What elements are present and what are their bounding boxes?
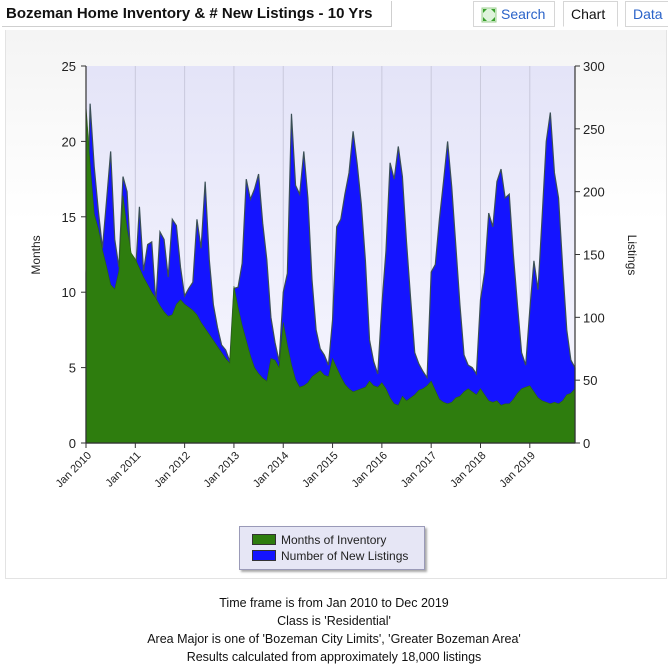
footer-area: Area Major is one of 'Bozeman City Limit… xyxy=(147,632,521,646)
legend-label-inventory: Months of Inventory xyxy=(281,533,387,547)
y-tick-label-left: 10 xyxy=(62,285,76,300)
x-tick-label: Jan 2011 xyxy=(104,450,144,490)
legend-swatch-listings xyxy=(252,550,276,562)
legend-label-listings: Number of New Listings xyxy=(281,549,409,563)
y-tick-label-left: 0 xyxy=(69,436,76,451)
y-tick-label-right: 300 xyxy=(583,59,605,74)
y-tick-label-right: 200 xyxy=(583,185,605,200)
x-tick-label: Jan 2010 xyxy=(54,450,94,490)
x-tick-label: Jan 2018 xyxy=(448,450,488,490)
footer-class: Class is 'Residential' xyxy=(277,614,391,628)
y-tick-label-left: 5 xyxy=(69,361,76,376)
y-tick-label-right: 100 xyxy=(583,310,605,325)
x-tick-label: Jan 2012 xyxy=(152,450,192,490)
y-tick-label-left: 15 xyxy=(62,210,76,225)
tab-search[interactable]: Search xyxy=(473,1,555,27)
x-tick-label: Jan 2013 xyxy=(202,450,242,490)
x-tick-label: Jan 2019 xyxy=(497,450,537,490)
y-axis-right-label: Listings xyxy=(625,235,639,276)
legend-swatch-inventory xyxy=(252,534,276,546)
page-title: Bozeman Home Inventory & # New Listings … xyxy=(2,1,392,27)
header: Bozeman Home Inventory & # New Listings … xyxy=(0,0,668,30)
y-tick-label-left: 20 xyxy=(62,134,76,149)
x-tick-label: Jan 2016 xyxy=(349,450,389,490)
tab-chart[interactable]: Chart xyxy=(563,1,618,27)
legend-item-listings: Number of New Listings xyxy=(252,548,424,564)
y-tick-label-right: 50 xyxy=(583,373,597,388)
y-tick-label-right: 250 xyxy=(583,122,605,137)
legend-item-inventory: Months of Inventory xyxy=(252,532,424,548)
tab-data-label: Data xyxy=(633,6,663,22)
y-tick-label-left: 25 xyxy=(62,59,76,74)
chart-footer: Time frame is from Jan 2010 to Dec 2019 … xyxy=(0,594,668,666)
y-tick-label-right: 0 xyxy=(583,436,590,451)
tab-data[interactable]: Data xyxy=(625,1,668,27)
legend: Months of Inventory Number of New Listin… xyxy=(239,526,425,570)
expand-icon xyxy=(481,6,497,23)
tab-chart-label: Chart xyxy=(571,6,606,22)
y-axis-left-label: Months xyxy=(29,235,43,274)
x-tick-label: Jan 2014 xyxy=(251,450,291,490)
footer-timeframe: Time frame is from Jan 2010 to Dec 2019 xyxy=(219,596,449,610)
tab-search-label: Search xyxy=(501,6,546,22)
y-tick-label-right: 150 xyxy=(583,248,605,263)
x-tick-label: Jan 2015 xyxy=(300,450,340,490)
footer-results: Results calculated from approximately 18… xyxy=(186,650,482,664)
inventory-area xyxy=(85,105,576,444)
x-tick-label: Jan 2017 xyxy=(399,450,439,490)
